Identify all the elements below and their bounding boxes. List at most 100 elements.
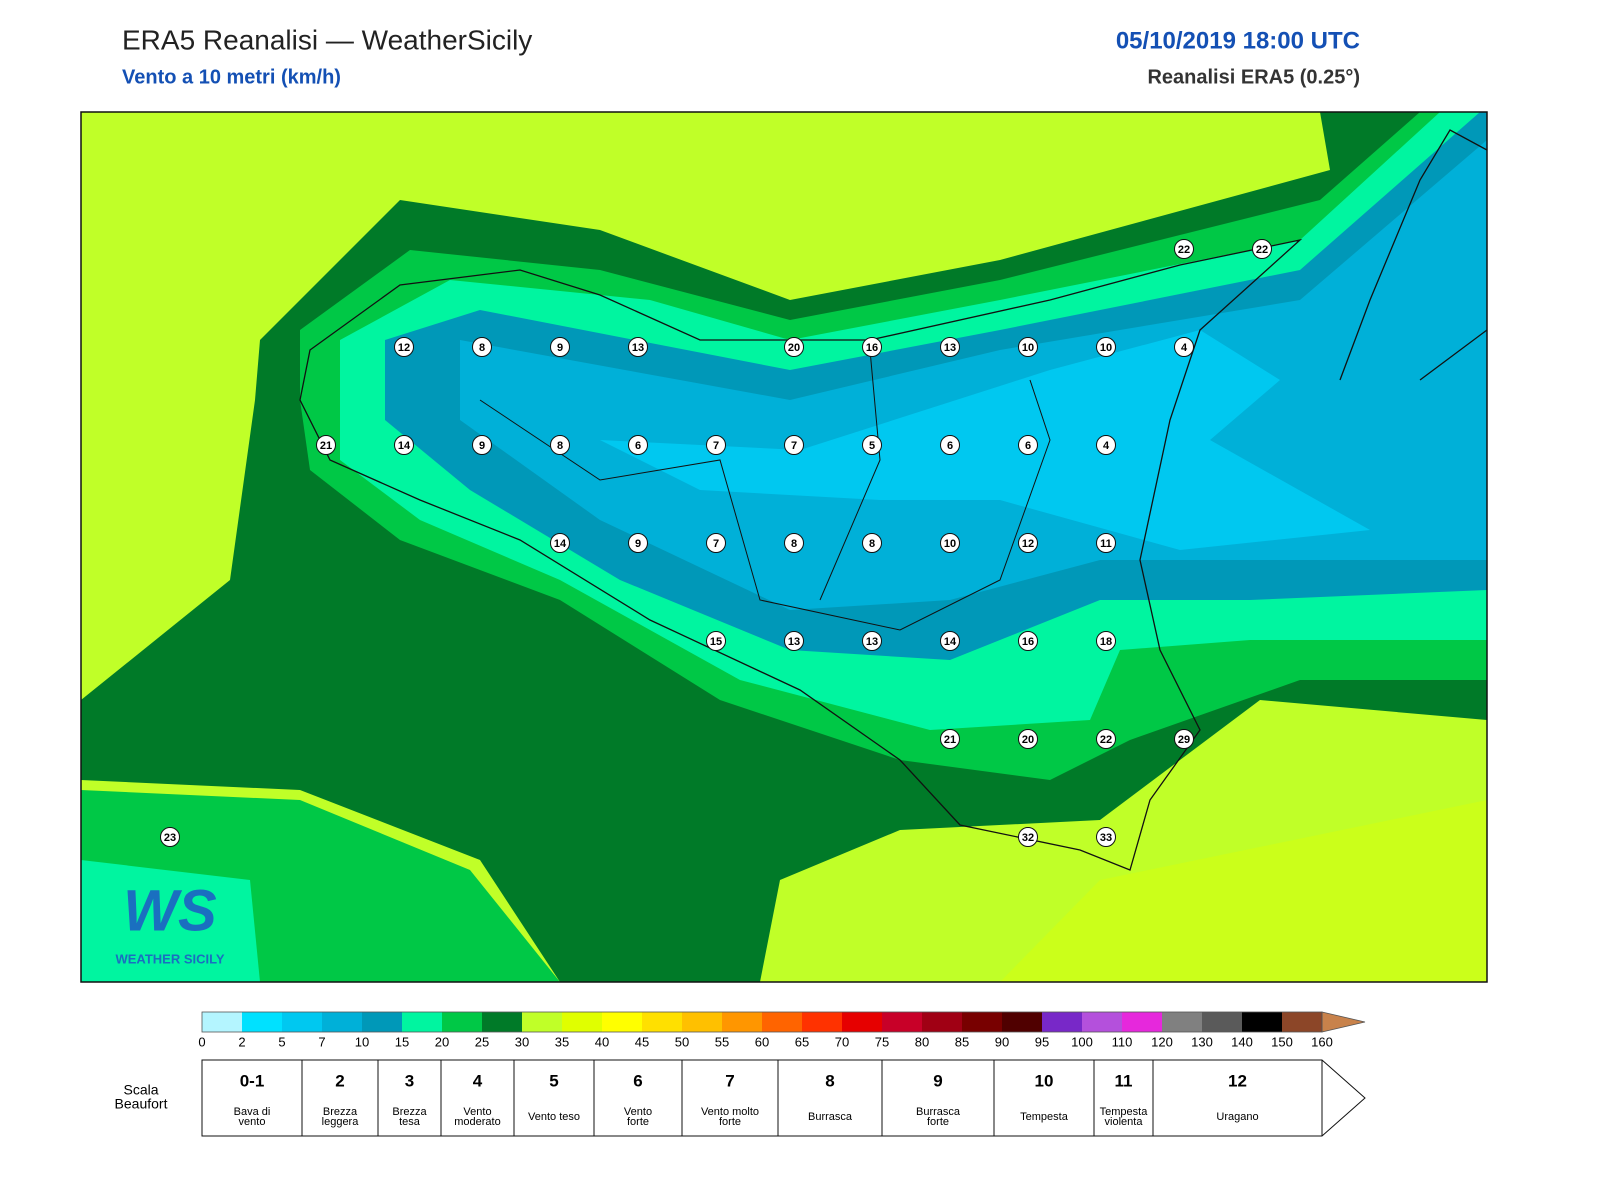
wind-value: 4 xyxy=(1181,342,1188,354)
beaufort-force: 4 xyxy=(473,1071,483,1090)
color-swatch xyxy=(1122,1012,1162,1032)
beaufort-frame xyxy=(201,1059,1366,1137)
beaufort-label: Beaufort xyxy=(115,1096,168,1112)
value-marker xyxy=(1174,239,1194,259)
colorbar-tick-label: 60 xyxy=(755,1034,769,1049)
colorbar-tick-label: 0 xyxy=(198,1034,205,1049)
colorbar-tick-label: 75 xyxy=(875,1034,889,1049)
value-marker xyxy=(1096,729,1116,749)
color-swatch xyxy=(722,1012,762,1032)
value-marker xyxy=(1096,435,1116,455)
value-marker xyxy=(784,533,804,553)
beaufort-force: 11 xyxy=(1115,1071,1133,1090)
wind-value: 13 xyxy=(632,342,644,354)
value-marker xyxy=(472,337,492,357)
color-swatch xyxy=(1082,1012,1122,1032)
colorbar-tick-label: 45 xyxy=(635,1034,649,1049)
wind-value: 33 xyxy=(1100,832,1112,844)
wind-value: 4 xyxy=(1103,440,1110,452)
wind-value: 20 xyxy=(1022,734,1034,746)
value-marker xyxy=(1018,729,1038,749)
colorbar-tick-label: 7 xyxy=(318,1034,325,1049)
beaufort-description: Burrasca xyxy=(916,1106,961,1118)
color-swatch xyxy=(802,1012,842,1032)
colorbar-tick-label: 95 xyxy=(1035,1034,1049,1049)
color-swatch xyxy=(642,1012,682,1032)
beaufort-description: Tempesta xyxy=(1100,1106,1149,1118)
wind-value: 8 xyxy=(557,440,563,452)
wind-value: 11 xyxy=(1100,538,1112,550)
wind-value: 13 xyxy=(944,342,956,354)
color-swatch xyxy=(1162,1012,1202,1032)
beaufort-force: 5 xyxy=(549,1071,558,1090)
color-swatch xyxy=(242,1012,282,1032)
colorbar-tick-label: 160 xyxy=(1311,1034,1333,1049)
logo-subtitle: WEATHER SICILY xyxy=(115,951,224,966)
value-marker xyxy=(550,337,570,357)
value-marker xyxy=(706,533,726,553)
colorbar-tick-label: 70 xyxy=(835,1034,849,1049)
colorbar-tick-label: 30 xyxy=(515,1034,529,1049)
beaufort-description: Vento molto xyxy=(701,1106,759,1118)
beaufort-label: Scala xyxy=(123,1082,158,1098)
wind-value: 21 xyxy=(320,440,332,452)
colorbar-tick-label: 20 xyxy=(435,1034,449,1049)
beaufort-description: tesa xyxy=(399,1116,421,1128)
color-swatch xyxy=(362,1012,402,1032)
value-marker xyxy=(940,337,960,357)
beaufort-description: Vento xyxy=(624,1106,652,1118)
color-swatch xyxy=(402,1012,442,1032)
value-marker xyxy=(550,435,570,455)
wind-value: 12 xyxy=(1022,538,1034,550)
wind-value: 5 xyxy=(869,440,875,452)
value-marker xyxy=(940,435,960,455)
colorbar-frame xyxy=(201,1011,1323,1033)
wind-value: 8 xyxy=(869,538,875,550)
beaufort-description: moderato xyxy=(454,1116,500,1128)
wind-value: 13 xyxy=(788,636,800,648)
color-swatch xyxy=(1002,1012,1042,1032)
wind-value: 10 xyxy=(1022,342,1034,354)
wind-value: 18 xyxy=(1100,636,1112,648)
wind-value: 6 xyxy=(635,440,641,452)
wind-value: 22 xyxy=(1178,244,1190,256)
color-swatch xyxy=(442,1012,482,1032)
wind-value: 22 xyxy=(1100,734,1112,746)
beaufort-force: 7 xyxy=(725,1071,734,1090)
beaufort-force: 2 xyxy=(335,1071,344,1090)
value-marker xyxy=(862,631,882,651)
value-marker xyxy=(784,435,804,455)
value-marker xyxy=(1018,827,1038,847)
beaufort-description: vento xyxy=(239,1116,266,1128)
wind-value: 7 xyxy=(791,440,797,452)
wind-value: 21 xyxy=(944,734,956,746)
coastline xyxy=(1339,129,1487,381)
beaufort-description: Uragano xyxy=(1216,1111,1258,1123)
wind-values: 22 22 12 8 9 13 20 16 13 10 10 4 21 14 9 8 6 7 7 5 6 6 4 14 9 7 8 8… xyxy=(160,239,1272,847)
wind-value: 22 xyxy=(1256,244,1268,256)
colorbar-tick-label: 130 xyxy=(1191,1034,1213,1049)
wind-value: 14 xyxy=(554,538,567,550)
beaufort-description: Brezza xyxy=(323,1106,358,1118)
source: Reanalisi ERA5 (0.25°) xyxy=(1147,66,1360,88)
field-15-20 xyxy=(81,860,260,982)
datetime: 05/10/2019 18:00 UTC xyxy=(1116,27,1360,54)
title: ERA5 Reanalisi — WeatherSicily xyxy=(122,24,532,55)
wind-value: 6 xyxy=(1025,440,1031,452)
colorbar-tick-label: 50 xyxy=(675,1034,689,1049)
value-marker xyxy=(1018,533,1038,553)
color-swatch xyxy=(682,1012,722,1032)
wind-value: 8 xyxy=(791,538,797,550)
beaufort-description: forte xyxy=(719,1116,741,1128)
beaufort-force: 9 xyxy=(933,1071,942,1090)
colorbar-tick-label: 100 xyxy=(1071,1034,1093,1049)
value-marker xyxy=(1096,337,1116,357)
value-marker xyxy=(472,435,492,455)
color-swatch xyxy=(562,1012,602,1032)
wind-value: 23 xyxy=(164,832,176,844)
beaufort-description: forte xyxy=(927,1116,949,1128)
wind-value: 7 xyxy=(713,440,719,452)
color-swatch xyxy=(842,1012,882,1032)
beaufort-description: Burrasca xyxy=(808,1111,853,1123)
